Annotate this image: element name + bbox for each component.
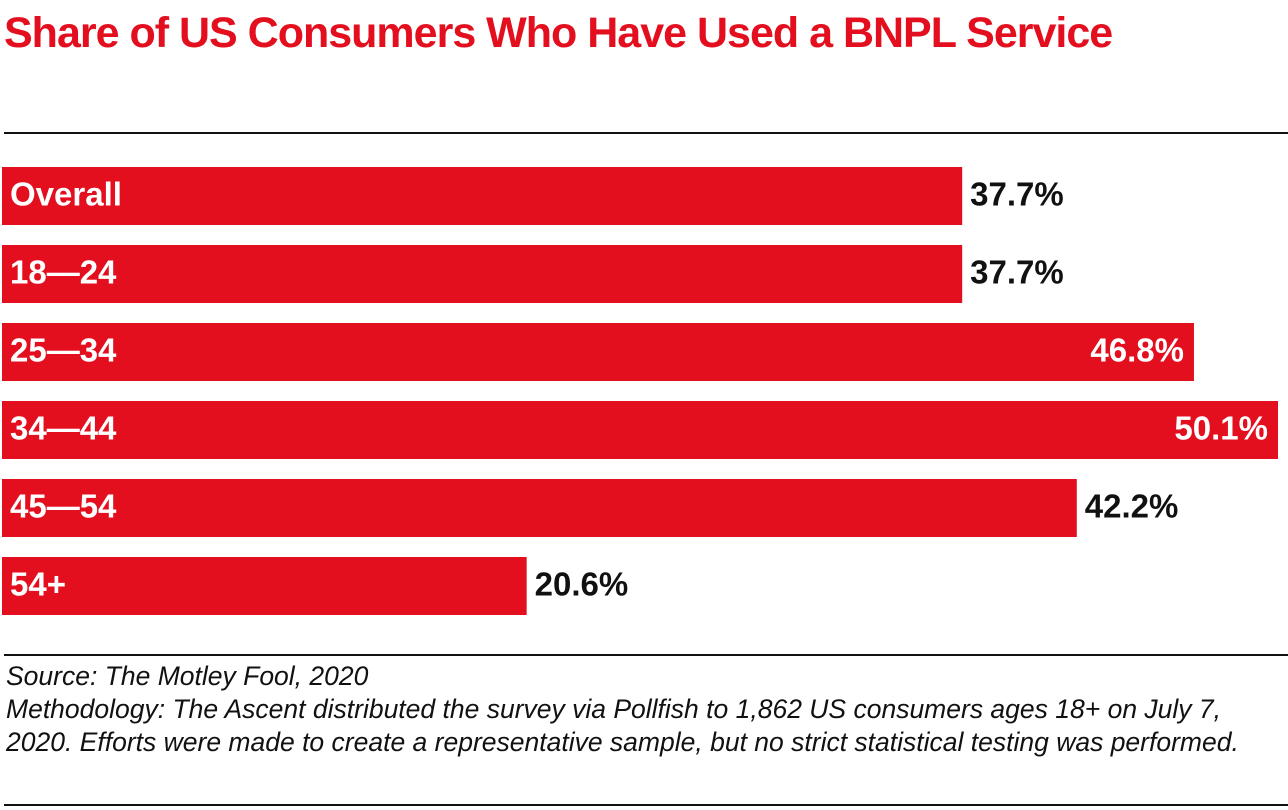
category-label: 18—24 <box>10 254 117 291</box>
value-label: 37.7% <box>970 254 1064 291</box>
value-label: 50.1% <box>1174 410 1268 447</box>
divider <box>4 132 1288 134</box>
value-label: 37.7% <box>970 176 1064 213</box>
divider <box>4 804 1288 806</box>
source: Source: The Motley Fool, 2020 <box>6 661 369 691</box>
category-label: 45—54 <box>10 488 117 525</box>
divider <box>4 654 1288 656</box>
chart-title: Share of US Consumers Who Have Used a BN… <box>4 9 1113 57</box>
bar <box>2 245 963 303</box>
chart: Overall 37.7% 18—24 37.7% 25—34 46.8% 34—44 50.… <box>2 167 1278 615</box>
bar <box>2 557 527 615</box>
footer: Source: The Motley Fool, 2020 Methodolog… <box>6 660 1276 759</box>
category-label: 54+ <box>10 566 66 603</box>
category-label: 25—34 <box>10 332 117 369</box>
bar <box>2 479 1077 537</box>
category-label: Overall <box>10 176 122 213</box>
bar <box>2 167 963 225</box>
value-label: 42.2% <box>1085 488 1179 525</box>
note: Methodology: The Ascent distributed the … <box>6 694 1239 757</box>
value-label: 46.8% <box>1090 332 1184 369</box>
category-label: 34—44 <box>10 410 117 447</box>
value-label: 20.6% <box>535 566 629 603</box>
bar <box>2 323 1194 381</box>
bar <box>2 401 1278 459</box>
